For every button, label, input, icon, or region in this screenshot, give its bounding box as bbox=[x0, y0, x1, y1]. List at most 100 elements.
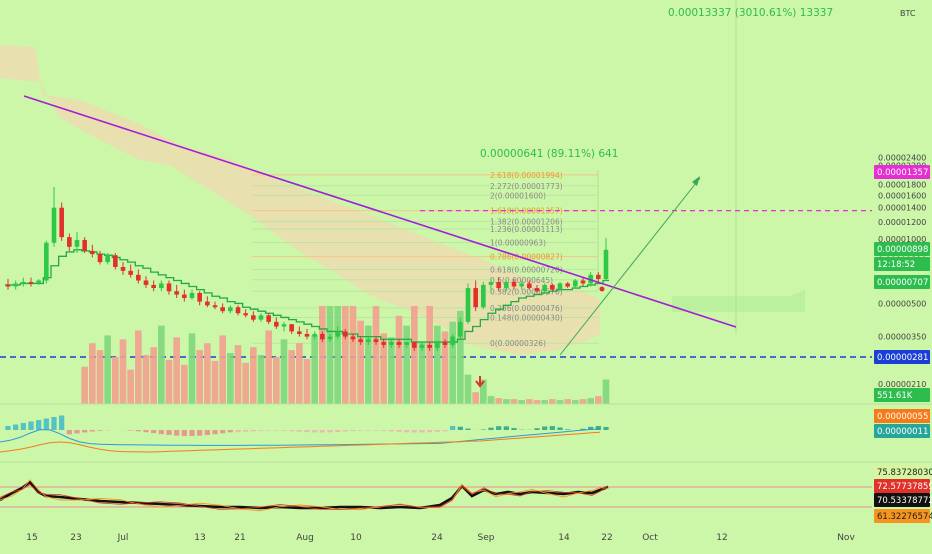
candle-body bbox=[289, 324, 294, 331]
fib-level-label: 2.272(0.00001773) bbox=[490, 182, 563, 191]
candle-body bbox=[220, 307, 225, 311]
macd-histogram-bar bbox=[450, 426, 455, 430]
macd-histogram-bar bbox=[550, 426, 555, 430]
macd-histogram-bar bbox=[496, 426, 501, 430]
macd-histogram-bar bbox=[565, 429, 570, 430]
candle-body bbox=[21, 282, 26, 283]
macd-histogram-bar bbox=[212, 430, 217, 434]
candle-body bbox=[581, 280, 586, 283]
volume-bar bbox=[603, 380, 610, 405]
macd-histogram-bar bbox=[297, 430, 302, 432]
macd-histogram-bar bbox=[419, 430, 424, 432]
macd-histogram-bar bbox=[59, 416, 64, 431]
rsi-badge: 75.83728030 bbox=[877, 468, 932, 478]
candle-body bbox=[113, 255, 118, 267]
candle-body bbox=[159, 283, 164, 288]
volume-bar bbox=[104, 335, 111, 404]
rsi-badge: 61.32276574 bbox=[877, 512, 932, 522]
candle-body bbox=[412, 342, 417, 348]
candle-body bbox=[167, 283, 172, 291]
volume-bar bbox=[296, 343, 303, 404]
time-tick-label: Jul bbox=[117, 533, 129, 543]
macd-histogram-bar bbox=[304, 430, 309, 432]
candle-body bbox=[29, 282, 34, 283]
candle-body bbox=[512, 282, 517, 287]
price-tick-label: 0.00000350 bbox=[878, 333, 926, 342]
volume-bar bbox=[273, 357, 280, 404]
time-tick-label: 15 bbox=[26, 533, 37, 543]
volume-bar bbox=[342, 306, 349, 404]
volume-bar bbox=[311, 335, 318, 404]
macd-histogram-bar bbox=[266, 430, 271, 431]
volume-bar bbox=[350, 306, 357, 404]
candle-body bbox=[328, 337, 333, 340]
volume-bar bbox=[288, 350, 295, 404]
macd-histogram-bar bbox=[159, 430, 164, 434]
macd-histogram-bar bbox=[412, 430, 417, 432]
macd-histogram-bar bbox=[557, 427, 562, 430]
volume-bar bbox=[112, 357, 119, 404]
price-tick-label: 0.00000210 bbox=[878, 380, 926, 389]
macd-histogram-bar bbox=[366, 430, 371, 431]
candle-body bbox=[174, 291, 179, 294]
candle-body bbox=[596, 275, 601, 279]
candle-body bbox=[519, 283, 524, 286]
macd-histogram-bar bbox=[44, 419, 49, 431]
candle-body bbox=[489, 282, 494, 285]
candle-body bbox=[136, 275, 141, 281]
candle-body bbox=[466, 288, 471, 322]
macd-histogram-bar bbox=[136, 430, 141, 431]
macd-histogram-bar bbox=[189, 430, 194, 436]
volume-bar bbox=[564, 399, 571, 404]
candle-body bbox=[144, 280, 149, 284]
macd-histogram-bar bbox=[220, 430, 225, 433]
volume-bar bbox=[595, 396, 602, 404]
candle-body bbox=[420, 345, 425, 348]
macd-histogram-bar bbox=[274, 430, 279, 431]
volume-bar bbox=[327, 306, 334, 404]
macd-histogram-bar bbox=[281, 430, 286, 431]
candle-body bbox=[105, 255, 110, 262]
volume-bar bbox=[120, 339, 127, 404]
candle-body bbox=[121, 267, 126, 271]
candle-body bbox=[604, 250, 609, 279]
volume-bar bbox=[549, 399, 556, 404]
candle-body bbox=[13, 283, 18, 286]
macd-histogram-bar bbox=[511, 428, 516, 430]
candle-body bbox=[52, 208, 57, 243]
macd-histogram-bar bbox=[358, 430, 363, 431]
time-tick-label: 12 bbox=[716, 533, 727, 543]
price-tick-label: 0.00001800 bbox=[878, 180, 926, 189]
candle-body bbox=[343, 331, 348, 336]
fib-level-label: 0(0.00000326) bbox=[490, 339, 546, 348]
price-tick-label: 0.00001400 bbox=[878, 204, 926, 213]
macd-histogram-bar bbox=[373, 430, 378, 431]
macd-histogram-bar bbox=[67, 430, 72, 434]
volume-bar bbox=[403, 326, 410, 404]
volume-bar bbox=[503, 399, 510, 404]
candle-body bbox=[82, 240, 87, 251]
candle-body bbox=[282, 324, 287, 326]
time-tick-label: 22 bbox=[601, 533, 612, 543]
candle-body bbox=[397, 342, 402, 345]
last-price-badge: 0.00000898 bbox=[877, 245, 928, 255]
volume-bar bbox=[189, 333, 196, 404]
time-tick-label: Oct bbox=[642, 533, 658, 543]
volume-bar bbox=[557, 400, 564, 404]
candle-body bbox=[351, 337, 356, 340]
candle-body bbox=[259, 315, 264, 319]
volume-bar bbox=[227, 353, 234, 404]
macd-histogram-bar bbox=[458, 427, 463, 430]
macd-histogram-bar bbox=[442, 430, 447, 431]
macd-histogram-bar bbox=[13, 425, 18, 431]
macd-histogram-bar bbox=[205, 430, 210, 435]
candle-body bbox=[573, 280, 578, 286]
macd-histogram-bar bbox=[51, 417, 56, 430]
macd-histogram-bar bbox=[174, 430, 179, 436]
candle-body bbox=[381, 342, 386, 345]
volume-bar bbox=[143, 355, 150, 404]
macd-histogram-bar bbox=[5, 426, 10, 430]
macd-histogram-bar bbox=[90, 430, 95, 431]
candle-body bbox=[504, 282, 509, 288]
